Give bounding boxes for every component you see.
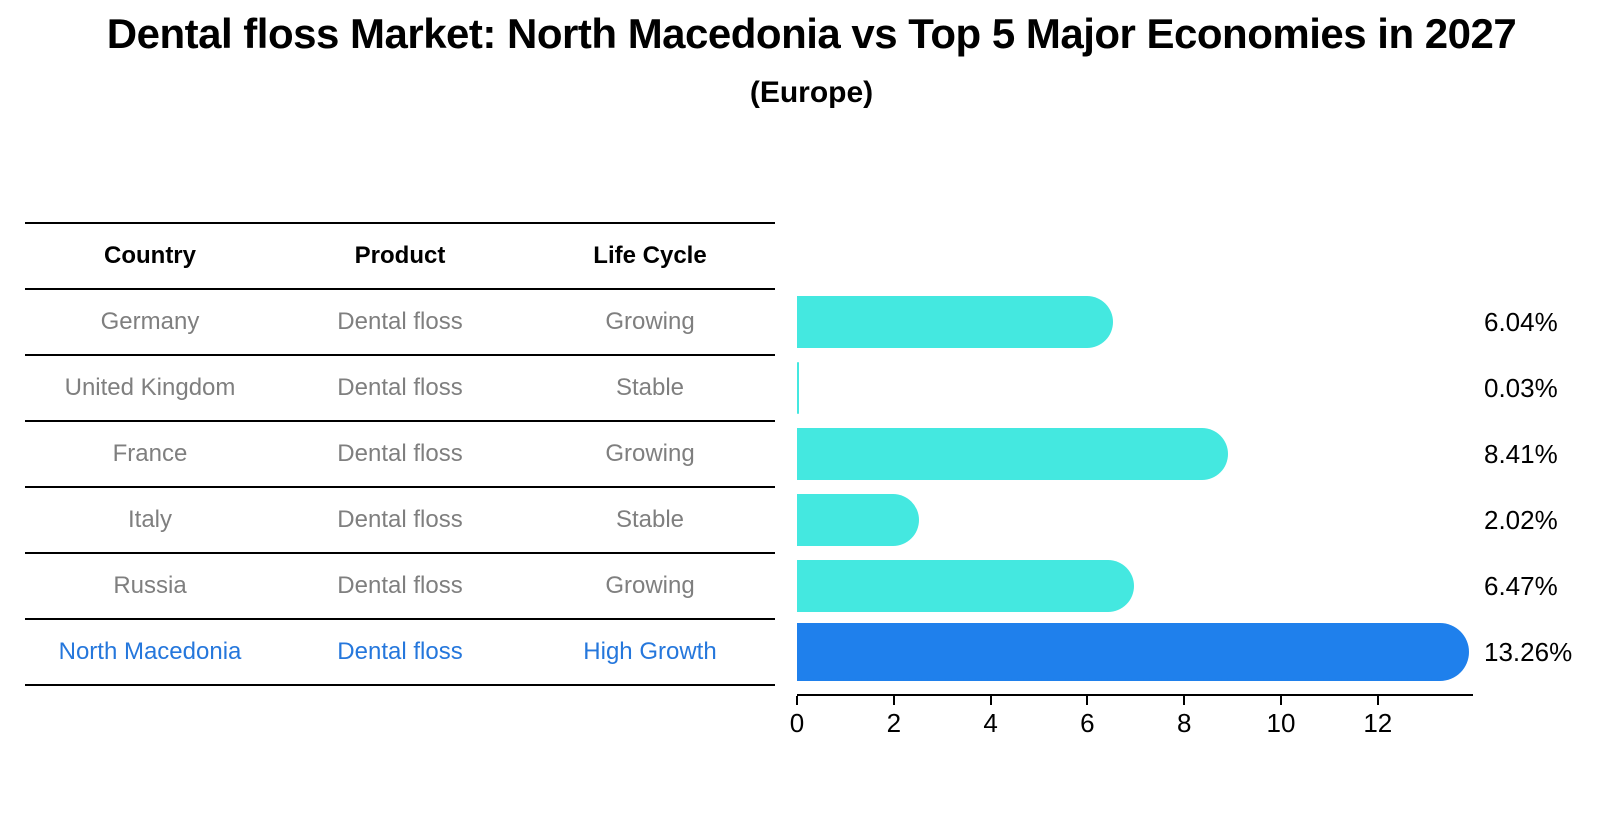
x-axis-tick-label: 4	[983, 708, 998, 738]
cell-life-cycle: Growing	[525, 553, 775, 620]
x-axis-tick-label: 12	[1363, 708, 1393, 738]
x-axis-tick	[1376, 696, 1379, 705]
cell-country: Italy	[25, 487, 275, 554]
column-header-country: Country	[25, 222, 275, 290]
table-row: Germany Dental floss Growing	[25, 289, 775, 356]
value-label: 13.26%	[1484, 637, 1573, 667]
cell-product: Dental floss	[275, 619, 525, 686]
x-axis-tick-label: 0	[789, 708, 805, 738]
value-label: 2.02%	[1484, 505, 1558, 535]
table-row: United Kingdom Dental floss Stable	[25, 355, 775, 422]
x-axis-tick-label: 2	[886, 708, 902, 738]
chart-subtitle: (Europe)	[749, 76, 874, 109]
cell-product: Dental floss	[275, 355, 525, 422]
x-axis-tick	[989, 696, 992, 705]
table-row: Italy Dental floss Stable	[25, 487, 775, 554]
x-axis-tick	[1086, 696, 1089, 705]
chart-title: Dental floss Market: North Macedonia vs …	[106, 10, 1517, 57]
table-body: Germany Dental floss Growing United Kingdom…	[25, 289, 775, 686]
cell-product: Dental floss	[275, 289, 525, 356]
value-label: 6.47%	[1484, 571, 1558, 601]
column-header-product: Product	[275, 222, 525, 290]
x-axis-tick	[892, 696, 895, 705]
value-label: 8.41%	[1484, 439, 1558, 469]
cell-country: Russia	[25, 553, 275, 620]
cell-life-cycle: Stable	[525, 487, 775, 554]
table-header-row: Country Product Life Cycle	[25, 222, 775, 290]
bar-united-kingdom	[797, 362, 800, 414]
x-axis-tick	[796, 696, 798, 705]
country-table: Country Product Life Cycle Germany Dental…	[25, 222, 775, 686]
table-row: France Dental floss Growing	[25, 421, 775, 488]
cell-product: Dental floss	[275, 553, 525, 620]
bar-france	[797, 428, 1229, 480]
x-axis-tick-label: 10	[1266, 708, 1296, 738]
cell-country: France	[25, 421, 275, 488]
x-axis-tick-label: 8	[1176, 708, 1192, 738]
bar-italy	[797, 494, 919, 546]
table-row: Russia Dental floss Growing	[25, 553, 775, 620]
bar-russia	[797, 560, 1135, 612]
x-axis-line	[797, 694, 1473, 696]
cell-life-cycle: High Growth	[525, 619, 775, 686]
x-axis-tick	[1183, 696, 1186, 705]
cell-product: Dental floss	[275, 487, 525, 554]
value-label: 0.03%	[1484, 373, 1558, 403]
cell-country: Germany	[25, 289, 275, 356]
cell-life-cycle: Growing	[525, 289, 775, 356]
x-axis-tick-label: 6	[1080, 708, 1095, 738]
table-row: North Macedonia Dental floss High Growth	[25, 619, 775, 686]
cell-country: North Macedonia	[25, 619, 275, 686]
bar-germany	[797, 296, 1114, 348]
cell-product: Dental floss	[275, 421, 525, 488]
bar-north-macedonia	[797, 623, 1469, 681]
table-header: Country Product Life Cycle	[25, 222, 775, 290]
x-axis-tick	[1280, 696, 1282, 705]
value-label: 6.04%	[1484, 307, 1558, 337]
column-header-life-cycle: Life Cycle	[525, 222, 775, 290]
cell-life-cycle: Stable	[525, 355, 775, 422]
cell-life-cycle: Growing	[525, 421, 775, 488]
cell-country: United Kingdom	[25, 355, 275, 422]
